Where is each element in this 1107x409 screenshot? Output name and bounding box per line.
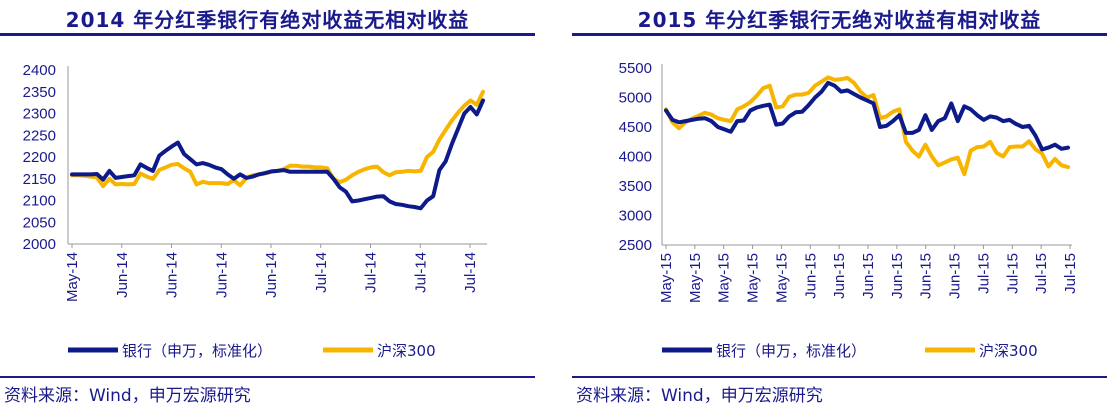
legend-label: 沪深300 bbox=[377, 342, 436, 360]
x-tick-label: Jun-15 bbox=[802, 253, 819, 299]
chart-panel-2015: 2015 年分红季银行无绝对收益有相对收益 2500 3000 3500 4000 45… bbox=[572, 0, 1107, 409]
x-tick-label: Jul-14 bbox=[462, 252, 479, 293]
x-tick-label: Jun-14 bbox=[164, 252, 181, 298]
x-tick-label: Jul-15 bbox=[1062, 253, 1079, 294]
chart-title: 2015 年分红季银行无绝对收益有相对收益 bbox=[637, 8, 1042, 32]
x-tick-label: May-15 bbox=[716, 253, 733, 303]
y-tick-label: 2400 bbox=[23, 62, 56, 79]
title-rule bbox=[0, 33, 535, 36]
source-rule bbox=[572, 376, 1107, 378]
x-tick-label: Jun-14 bbox=[263, 252, 280, 298]
x-tick-label: Jul-14 bbox=[412, 252, 429, 293]
y-tick-label: 5500 bbox=[619, 60, 652, 77]
y-tick-label: 2000 bbox=[23, 236, 56, 253]
y-tick-label: 2050 bbox=[23, 214, 56, 231]
y-tick-label: 2350 bbox=[23, 84, 56, 101]
y-tick-label: 4000 bbox=[619, 149, 652, 166]
x-tick-label: May-15 bbox=[773, 253, 790, 303]
x-tick-label: Jun-15 bbox=[947, 253, 964, 299]
x-tick-label: Jun-15 bbox=[831, 253, 848, 299]
line-chart-2014: 2000 2050 2100 2150 2200 2250 2300 2350 2400 May-… bbox=[23, 62, 487, 360]
legend-label: 银行（申万，标准化） bbox=[716, 342, 866, 360]
x-tick-label: Jun-14 bbox=[213, 252, 230, 298]
x-tick-label: May-15 bbox=[687, 253, 704, 303]
chart-title: 2014 年分红季银行有绝对收益无相对收益 bbox=[65, 8, 470, 32]
x-tick-label: Jun-15 bbox=[918, 253, 935, 299]
x-tick-label: Jul-15 bbox=[1004, 253, 1021, 294]
y-tick-label: 2150 bbox=[23, 171, 56, 188]
x-tick-label: Jul-14 bbox=[363, 252, 380, 293]
y-tick-label: 2200 bbox=[23, 149, 56, 166]
x-tick-label: Jul-15 bbox=[975, 253, 992, 294]
series-line-bank bbox=[70, 98, 485, 211]
x-tick-label: Jul-15 bbox=[1033, 253, 1050, 294]
legend-label: 沪深300 bbox=[979, 342, 1038, 360]
y-tick-label: 3000 bbox=[619, 208, 652, 225]
x-tick-label: Jul-14 bbox=[313, 252, 330, 293]
y-tick-label: 2250 bbox=[23, 127, 56, 144]
chart-panel-2014: 2014 年分红季银行有绝对收益无相对收益 2000 2050 2100 2150 22… bbox=[0, 0, 535, 409]
x-tick-label: May-14 bbox=[64, 252, 81, 302]
legend-label: 银行（申万，标准化） bbox=[122, 342, 272, 360]
x-tick-label: Jun-15 bbox=[889, 253, 906, 299]
x-tick-label: May-15 bbox=[658, 253, 675, 303]
source-rule bbox=[0, 376, 535, 378]
y-tick-label: 2500 bbox=[619, 237, 652, 254]
x-tick-label: May-15 bbox=[745, 253, 762, 303]
series-line-hs300 bbox=[664, 75, 1070, 177]
y-tick-label: 3500 bbox=[619, 178, 652, 195]
x-tick-label: Jun-15 bbox=[860, 253, 877, 299]
y-tick-label: 2300 bbox=[23, 106, 56, 123]
x-tick-label: Jun-14 bbox=[114, 252, 131, 298]
y-tick-label: 2100 bbox=[23, 193, 56, 210]
y-tick-label: 5000 bbox=[619, 90, 652, 107]
source-note: 资料来源：Wind，申万宏源研究 bbox=[4, 386, 251, 406]
title-rule bbox=[572, 33, 1107, 36]
y-tick-label: 4500 bbox=[619, 119, 652, 136]
line-chart-2015: 2500 3000 3500 4000 4500 5000 5500 May-15 May-15… bbox=[619, 60, 1079, 360]
series-line-bank bbox=[664, 80, 1070, 152]
source-note: 资料来源：Wind，申万宏源研究 bbox=[576, 386, 823, 406]
